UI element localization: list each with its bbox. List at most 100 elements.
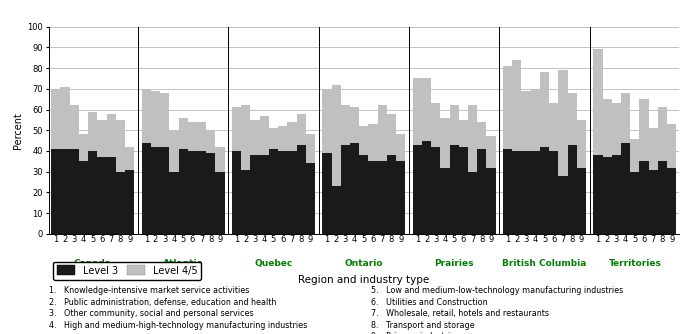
Bar (378, 161, 387, 234)
Bar (169, 172, 179, 234)
Text: Atlantic: Atlantic (163, 259, 203, 268)
Bar (621, 143, 630, 234)
Bar (667, 168, 676, 234)
Bar (107, 157, 116, 234)
Bar (188, 122, 197, 151)
Text: British Columbia: British Columbia (502, 259, 587, 268)
Bar (468, 172, 477, 234)
Bar (241, 106, 250, 170)
Legend: Level 3, Level 4/5: Level 3, Level 4/5 (53, 262, 201, 280)
Bar (250, 155, 260, 234)
Bar (88, 112, 98, 151)
Bar (431, 103, 440, 147)
Bar (486, 168, 495, 234)
Bar (232, 151, 241, 234)
Bar (331, 186, 341, 234)
Bar (322, 89, 331, 153)
Text: 4.   High and medium-high-technology manufacturing industries: 4. High and medium-high-technology manuf… (49, 321, 307, 330)
Bar (396, 134, 405, 161)
Bar (79, 161, 88, 234)
Text: 5.   Low and medium-low-technology manufacturing industries: 5. Low and medium-low-technology manufac… (371, 286, 623, 295)
Bar (440, 168, 450, 234)
Text: Canada: Canada (74, 259, 112, 268)
Bar (568, 145, 577, 234)
Bar (98, 120, 107, 157)
Bar (477, 122, 486, 149)
Bar (306, 163, 315, 234)
Bar (232, 108, 241, 151)
Bar (70, 149, 79, 234)
Bar (288, 122, 297, 151)
Bar (98, 157, 107, 234)
Bar (297, 145, 306, 234)
Bar (649, 170, 658, 234)
X-axis label: Region and industry type: Region and industry type (298, 275, 430, 285)
Bar (667, 124, 676, 168)
Bar (378, 106, 387, 161)
Bar (621, 93, 630, 143)
Bar (531, 89, 540, 151)
Bar (640, 161, 649, 234)
Bar (141, 89, 151, 143)
Text: 3.   Other community, social and personal services: 3. Other community, social and personal … (49, 309, 253, 318)
Bar (612, 155, 621, 234)
Bar (559, 176, 568, 234)
Bar (512, 151, 521, 234)
Bar (521, 151, 531, 234)
Bar (612, 103, 621, 155)
Bar (422, 78, 431, 141)
Bar (593, 155, 603, 234)
Bar (450, 106, 459, 145)
Bar (477, 149, 486, 234)
Bar (250, 120, 260, 155)
Bar (422, 141, 431, 234)
Bar (125, 147, 134, 170)
Bar (306, 134, 315, 163)
Bar (658, 108, 667, 161)
Bar (179, 118, 188, 149)
Bar (468, 106, 477, 172)
Bar (549, 103, 559, 151)
Bar (459, 120, 468, 147)
Bar (540, 147, 549, 234)
Y-axis label: Percent: Percent (13, 112, 23, 149)
Bar (151, 147, 160, 234)
Bar (359, 155, 369, 234)
Bar (160, 147, 169, 234)
Bar (116, 120, 125, 172)
Bar (206, 153, 216, 234)
Bar (413, 78, 422, 145)
Bar (288, 151, 297, 234)
Bar (169, 130, 179, 172)
Bar (431, 147, 440, 234)
Text: 6.   Utilities and Construction: 6. Utilities and Construction (371, 298, 487, 307)
Bar (603, 157, 612, 234)
Text: 7.   Wholesale, retail, hotels and restaurants: 7. Wholesale, retail, hotels and restaur… (371, 309, 549, 318)
Bar (359, 126, 369, 155)
Bar (568, 93, 577, 145)
Bar (216, 172, 225, 234)
Bar (269, 128, 278, 149)
Bar (179, 149, 188, 234)
Bar (60, 87, 70, 149)
Bar (322, 153, 331, 234)
Bar (486, 137, 495, 168)
Bar (79, 134, 88, 161)
Bar (341, 106, 350, 145)
Bar (260, 155, 269, 234)
Text: Territories: Territories (608, 259, 661, 268)
Bar (549, 151, 559, 234)
Bar (603, 99, 612, 157)
Bar (116, 172, 125, 234)
Bar (369, 161, 378, 234)
Bar (577, 168, 586, 234)
Bar (341, 145, 350, 234)
Bar (216, 147, 225, 172)
Text: 9.   Primary industries: 9. Primary industries (371, 332, 459, 334)
Bar (450, 145, 459, 234)
Bar (197, 151, 206, 234)
Bar (396, 161, 405, 234)
Bar (413, 145, 422, 234)
Bar (160, 93, 169, 147)
Bar (70, 106, 79, 149)
